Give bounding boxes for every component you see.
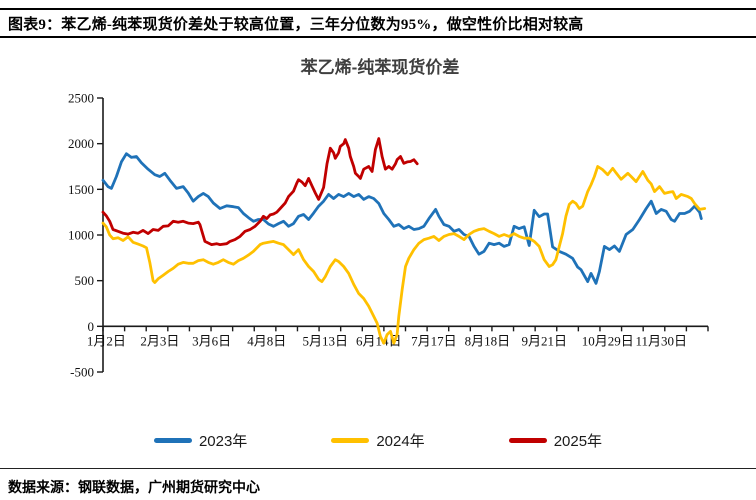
x-tick-label: 6月14日	[356, 333, 402, 348]
x-tick-label: 8月18日	[465, 333, 511, 348]
series-line-2024年	[101, 165, 707, 345]
x-tick-label: 10月29日	[582, 333, 634, 348]
x-tick-label: 2月3日	[140, 333, 179, 348]
x-tick-label: 9月21日	[521, 333, 567, 348]
plot-area: 2500 2000 1500 1000 500 0 -500 1月2日 2月3日 3月6日 4月8日…	[68, 91, 709, 380]
legend-label: 2024年	[376, 433, 425, 450]
legend-item-2024年: 2024年	[331, 430, 425, 451]
y-tick-label: 2000	[68, 136, 94, 151]
x-tick-label: 11月30日	[635, 333, 687, 348]
chart-title: 苯乙烯-纯苯现货价差	[300, 58, 460, 77]
source-note: 数据来源：钢联数据，广州期货研究中心	[8, 481, 260, 496]
x-tick-label: 3月6日	[192, 333, 231, 348]
x-tick-label: 5月13日	[303, 333, 349, 348]
y-tick-label: 1500	[68, 182, 94, 197]
legend-swatch	[508, 438, 547, 443]
figure-caption: 图表9：苯乙烯-纯苯现货价差处于较高位置，三年分位数为95%，做空性价比相对较高	[8, 17, 584, 33]
header-rule-bottom	[0, 36, 756, 38]
y-tick-label: 500	[75, 273, 95, 288]
y-tick-label: 1000	[68, 228, 94, 243]
legend-swatch	[331, 438, 370, 443]
y-tick-label: 0	[88, 319, 95, 334]
footer-rule	[0, 468, 756, 469]
y-tick-label: -500	[70, 365, 94, 380]
x-tick-label: 7月17日	[411, 333, 457, 348]
y-tick-label: 2500	[68, 91, 94, 106]
legend-item-2023年: 2023年	[153, 430, 248, 451]
legend-item-2025年: 2025年	[508, 430, 603, 451]
series-line-2025年	[101, 137, 419, 247]
legend-swatch	[153, 438, 192, 443]
x-tick-label: 4月8日	[247, 333, 286, 348]
legend-label: 2023年	[198, 433, 248, 450]
series-line-2023年	[101, 152, 703, 285]
legend: 2023年 2024年 2025年	[0, 430, 756, 451]
header-rule-top	[0, 8, 756, 10]
legend-label: 2025年	[553, 433, 603, 450]
x-tick-label: 1月2日	[87, 333, 126, 348]
